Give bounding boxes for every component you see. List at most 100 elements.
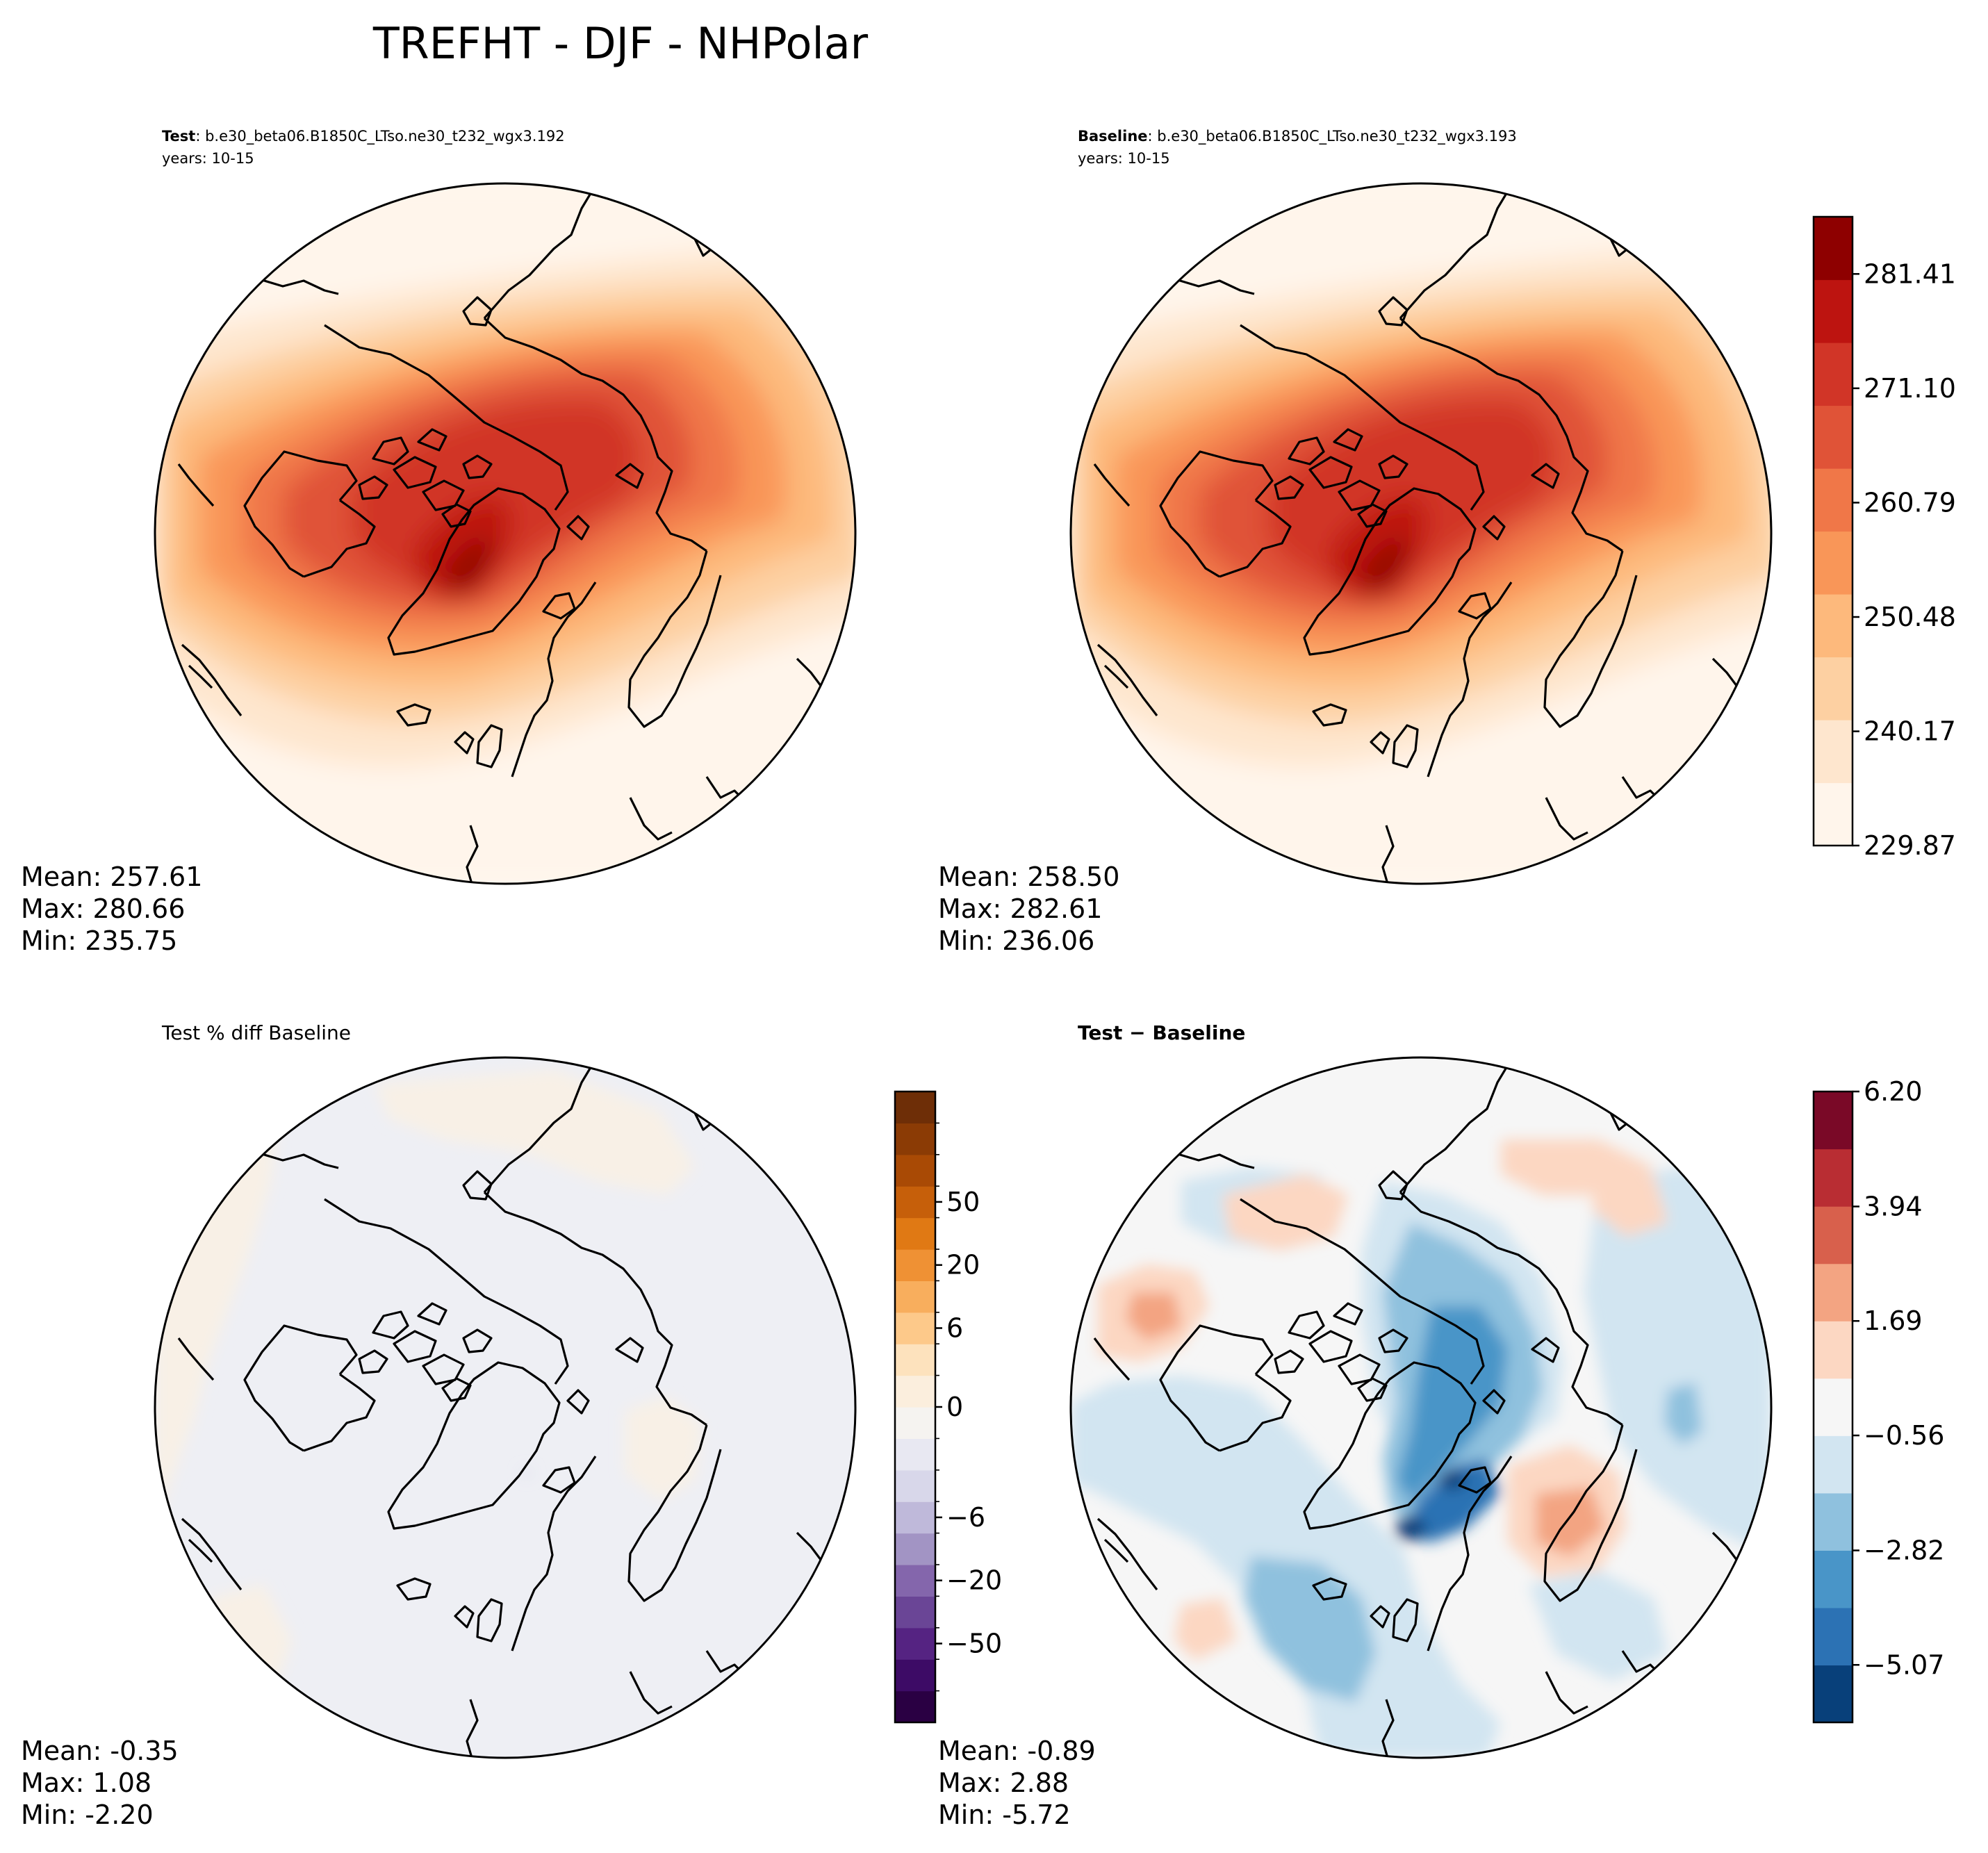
diff-title-test: Test bbox=[1078, 1021, 1122, 1044]
colorbar-frame bbox=[1812, 215, 1854, 847]
baseline-case-header: Baseline: b.e30_beta06.B1850C_LTso.ne30_… bbox=[1078, 128, 1517, 145]
baseline-stat-min: Min: 236.06 bbox=[938, 925, 1094, 956]
colorbar-segment bbox=[1814, 405, 1853, 469]
colorbar-tick-label: 271.10 bbox=[1864, 373, 1956, 404]
colorbar-segment bbox=[1814, 782, 1853, 846]
test-years: years: 10-15 bbox=[162, 150, 254, 167]
colorbar-segment bbox=[1814, 657, 1853, 720]
colorbar-segment bbox=[1814, 1321, 1853, 1379]
colorbar-segment bbox=[1814, 1492, 1853, 1551]
diff-map bbox=[1071, 1057, 1771, 1758]
colorbar-segment bbox=[895, 1312, 935, 1344]
colorbar-tick-label: 1.69 bbox=[1864, 1306, 1923, 1336]
colorbar-segment bbox=[895, 1217, 935, 1250]
colorbar-segment bbox=[1814, 531, 1853, 595]
colorbar-tick-label: 20 bbox=[946, 1250, 980, 1280]
diff-stat-min: Min: -5.72 bbox=[938, 1800, 1071, 1830]
diff-colorbar: −5.07 −2.82 −0.56 1.69 3.94 6.20 bbox=[1812, 1076, 1944, 1724]
diff-panel: Test − Baseline bbox=[938, 1021, 1944, 1830]
diff-title-baseline: Baseline bbox=[1152, 1021, 1245, 1044]
colorbar-segment bbox=[1814, 1550, 1853, 1608]
colorbar-segment bbox=[895, 1501, 935, 1534]
baseline-case-name: : b.e30_beta06.B1850C_LTso.ne30_t232_wgx… bbox=[1148, 128, 1517, 145]
colorbar-segment bbox=[895, 1596, 935, 1629]
colorbar-segment bbox=[1814, 1263, 1853, 1321]
diff-map-boundary bbox=[1069, 1056, 1773, 1759]
colorbar-tick-label: −2.82 bbox=[1864, 1535, 1944, 1565]
colorbar-segment bbox=[895, 1344, 935, 1376]
colorbar-segment bbox=[1814, 1378, 1853, 1436]
colorbar-segment bbox=[895, 1533, 935, 1565]
test-case-label: Test bbox=[162, 128, 195, 145]
pct-diff-stat-mean: Mean: -0.35 bbox=[21, 1736, 179, 1766]
colorbar-tick-label: −0.56 bbox=[1864, 1420, 1944, 1451]
baseline-panel: Baseline: b.e30_beta06.B1850C_LTso.ne30_… bbox=[938, 128, 1956, 956]
colorbar-segment bbox=[895, 1154, 935, 1187]
test-stat-mean: Mean: 257.61 bbox=[21, 862, 202, 892]
colorbar-frame bbox=[1812, 1090, 1854, 1724]
baseline-stat-max: Max: 282.61 bbox=[938, 893, 1102, 924]
test-stat-max: Max: 280.66 bbox=[21, 893, 185, 924]
field-level-1 bbox=[415, 497, 511, 600]
baseline-years: years: 10-15 bbox=[1078, 150, 1170, 167]
figure-title: TREFHT - DJF - NHPolar bbox=[372, 18, 869, 69]
test-field-contours bbox=[155, 183, 855, 884]
diff-title-operator: − bbox=[1122, 1021, 1152, 1044]
test-map-boundary bbox=[154, 182, 857, 885]
colorbar-segment bbox=[895, 1469, 935, 1502]
diff-stat-mean: Mean: -0.89 bbox=[938, 1736, 1096, 1766]
colorbar-segment bbox=[1814, 343, 1853, 406]
colorbar-segment bbox=[895, 1249, 935, 1281]
diff-stat-max: Max: 2.88 bbox=[938, 1768, 1069, 1798]
colorbar-segment bbox=[895, 1186, 935, 1219]
colorbar-tick-label: 250.48 bbox=[1864, 602, 1956, 632]
colorbar-tick-label: 229.87 bbox=[1864, 830, 1956, 861]
pct-diff-title: Test % diff Baseline bbox=[161, 1021, 351, 1044]
colorbar-segment bbox=[895, 1438, 935, 1471]
baseline-stat-mean: Mean: 258.50 bbox=[938, 862, 1119, 892]
colorbar-tick-label: −5.07 bbox=[1864, 1649, 1944, 1680]
colorbar-tick-label: 6 bbox=[946, 1313, 963, 1344]
diff-title: Test − Baseline bbox=[1078, 1021, 1245, 1044]
colorbar-segment bbox=[895, 1627, 935, 1660]
pct-diff-map bbox=[155, 1057, 855, 1758]
colorbar-segment bbox=[1814, 1665, 1853, 1723]
pct-colorbar: −50 −20 −6 0 6 20 50 bbox=[894, 1090, 1002, 1724]
field-colorbar: 229.87 240.17 250.48 260.79 271.10 281.41 bbox=[1812, 215, 1956, 861]
pct-diff-map-boundary bbox=[154, 1056, 857, 1759]
colorbar-segment bbox=[1814, 1607, 1853, 1666]
diff-contours bbox=[1071, 1139, 1771, 1758]
colorbar-tick-label: 0 bbox=[946, 1392, 963, 1422]
colorbar-tick-label: −20 bbox=[946, 1565, 1002, 1596]
colorbar-segment bbox=[1814, 1092, 1853, 1150]
test-stat-min: Min: 235.75 bbox=[21, 925, 177, 956]
colorbar-segment bbox=[895, 1123, 935, 1155]
baseline-field-contours bbox=[1071, 183, 1771, 884]
baseline-map-boundary bbox=[1069, 182, 1773, 885]
field-level-1 bbox=[1331, 497, 1427, 600]
baseline-map bbox=[1071, 183, 1771, 884]
pct-diff-stat-max: Max: 1.08 bbox=[21, 1768, 151, 1798]
colorbar-tick-label: 281.41 bbox=[1864, 258, 1956, 289]
test-panel: Test: b.e30_beta06.B1850C_LTso.ne30_t232… bbox=[21, 128, 857, 956]
colorbar-segment bbox=[895, 1565, 935, 1597]
colorbar-segment bbox=[895, 1092, 935, 1123]
colorbar-segment bbox=[895, 1280, 935, 1313]
colorbar-segment bbox=[895, 1659, 935, 1692]
colorbar-segment bbox=[895, 1690, 935, 1723]
colorbar-segment bbox=[1814, 1148, 1853, 1207]
pct-diff-stat-min: Min: -2.20 bbox=[21, 1800, 154, 1830]
colorbar-segment bbox=[1814, 1206, 1853, 1265]
baseline-case-label: Baseline bbox=[1078, 128, 1148, 145]
colorbar-segment bbox=[1814, 594, 1853, 658]
colorbar-segment bbox=[1814, 720, 1853, 784]
test-map bbox=[155, 183, 855, 884]
colorbar-tick-label: 260.79 bbox=[1864, 487, 1956, 518]
colorbar-segment bbox=[895, 1407, 935, 1439]
test-case-name: : b.e30_beta06.B1850C_LTso.ne30_t232_wgx… bbox=[195, 128, 564, 145]
colorbar-tick-label: −50 bbox=[946, 1629, 1002, 1659]
colorbar-tick-label: 240.17 bbox=[1864, 716, 1956, 747]
colorbar-segment bbox=[1814, 217, 1853, 281]
colorbar-tick-label: 3.94 bbox=[1864, 1191, 1923, 1221]
